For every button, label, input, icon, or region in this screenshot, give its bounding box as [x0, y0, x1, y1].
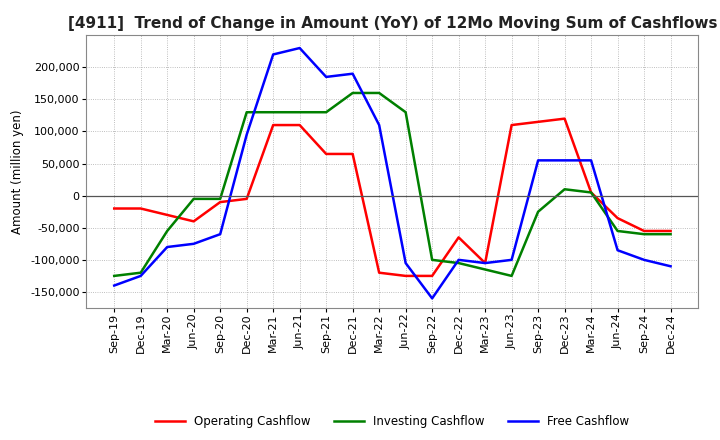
Operating Cashflow	[613, 216, 622, 221]
Investing Cashflow	[640, 231, 649, 237]
Operating Cashflow	[534, 119, 542, 125]
Operating Cashflow	[110, 206, 119, 211]
Operating Cashflow	[508, 122, 516, 128]
Free Cashflow	[666, 264, 675, 269]
Investing Cashflow	[269, 110, 277, 115]
Y-axis label: Amount (million yen): Amount (million yen)	[12, 110, 24, 234]
Free Cashflow	[163, 244, 171, 249]
Free Cashflow	[508, 257, 516, 263]
Free Cashflow	[295, 45, 304, 51]
Investing Cashflow	[375, 90, 384, 95]
Line: Investing Cashflow: Investing Cashflow	[114, 93, 670, 276]
Investing Cashflow	[243, 110, 251, 115]
Free Cashflow	[375, 122, 384, 128]
Free Cashflow	[348, 71, 357, 77]
Operating Cashflow	[587, 190, 595, 195]
Free Cashflow	[136, 273, 145, 279]
Investing Cashflow	[401, 110, 410, 115]
Legend: Operating Cashflow, Investing Cashflow, Free Cashflow: Operating Cashflow, Investing Cashflow, …	[150, 411, 634, 433]
Investing Cashflow	[295, 110, 304, 115]
Free Cashflow	[534, 158, 542, 163]
Free Cashflow	[243, 132, 251, 137]
Operating Cashflow	[322, 151, 330, 157]
Operating Cashflow	[295, 122, 304, 128]
Operating Cashflow	[189, 219, 198, 224]
Investing Cashflow	[454, 260, 463, 266]
Investing Cashflow	[163, 228, 171, 234]
Investing Cashflow	[560, 187, 569, 192]
Operating Cashflow	[560, 116, 569, 121]
Free Cashflow	[481, 260, 490, 266]
Investing Cashflow	[348, 90, 357, 95]
Investing Cashflow	[216, 196, 225, 202]
Investing Cashflow	[613, 228, 622, 234]
Operating Cashflow	[348, 151, 357, 157]
Free Cashflow	[110, 283, 119, 288]
Operating Cashflow	[269, 122, 277, 128]
Free Cashflow	[322, 74, 330, 80]
Investing Cashflow	[110, 273, 119, 279]
Investing Cashflow	[508, 273, 516, 279]
Free Cashflow	[189, 241, 198, 246]
Free Cashflow	[216, 231, 225, 237]
Line: Free Cashflow: Free Cashflow	[114, 48, 670, 298]
Free Cashflow	[428, 296, 436, 301]
Free Cashflow	[587, 158, 595, 163]
Investing Cashflow	[587, 190, 595, 195]
Investing Cashflow	[534, 209, 542, 214]
Operating Cashflow	[481, 260, 490, 266]
Investing Cashflow	[428, 257, 436, 263]
Free Cashflow	[640, 257, 649, 263]
Investing Cashflow	[189, 196, 198, 202]
Operating Cashflow	[454, 235, 463, 240]
Operating Cashflow	[428, 273, 436, 279]
Free Cashflow	[613, 248, 622, 253]
Free Cashflow	[401, 260, 410, 266]
Investing Cashflow	[136, 270, 145, 275]
Title: [4911]  Trend of Change in Amount (YoY) of 12Mo Moving Sum of Cashflows: [4911] Trend of Change in Amount (YoY) o…	[68, 16, 717, 31]
Investing Cashflow	[666, 231, 675, 237]
Line: Operating Cashflow: Operating Cashflow	[114, 119, 670, 276]
Operating Cashflow	[216, 199, 225, 205]
Investing Cashflow	[481, 267, 490, 272]
Operating Cashflow	[375, 270, 384, 275]
Investing Cashflow	[322, 110, 330, 115]
Free Cashflow	[454, 257, 463, 263]
Operating Cashflow	[666, 228, 675, 234]
Operating Cashflow	[163, 212, 171, 217]
Operating Cashflow	[243, 196, 251, 202]
Free Cashflow	[560, 158, 569, 163]
Free Cashflow	[269, 52, 277, 57]
Operating Cashflow	[136, 206, 145, 211]
Operating Cashflow	[640, 228, 649, 234]
Operating Cashflow	[401, 273, 410, 279]
